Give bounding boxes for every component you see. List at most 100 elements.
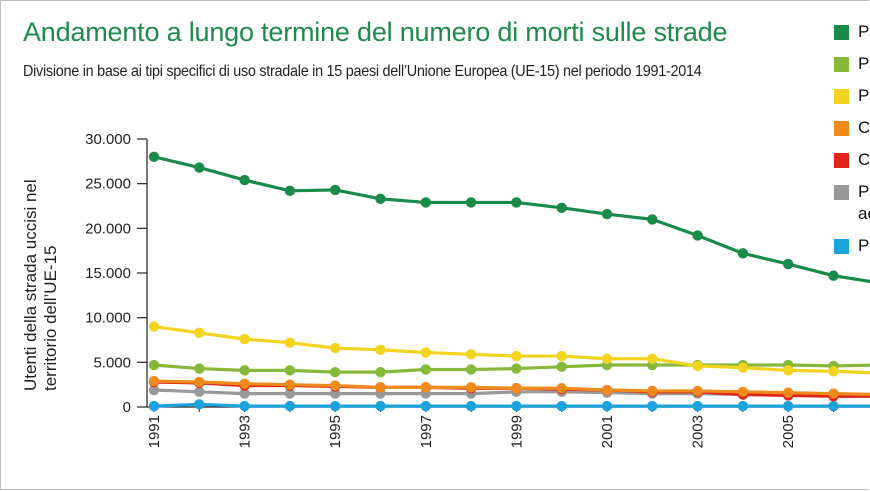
- x-tick-label: 2001: [599, 415, 616, 448]
- data-point: [783, 387, 794, 398]
- data-point: [330, 366, 341, 378]
- legend-swatch: [834, 239, 849, 254]
- data-point: [194, 376, 205, 388]
- data-point: [692, 360, 703, 372]
- series-group: [148, 321, 870, 377]
- data-point: [828, 270, 839, 281]
- legend-swatch: [834, 25, 849, 40]
- legend-label: Ci: [858, 118, 870, 137]
- data-point: [284, 388, 296, 399]
- x-tick-label: 1991: [146, 415, 163, 448]
- data-point: [239, 388, 250, 399]
- y-tick-label: 30.000: [85, 131, 131, 148]
- data-point: [284, 379, 296, 390]
- data-point: [239, 174, 250, 186]
- data-point: [601, 384, 613, 396]
- y-tick-label: 10.000: [85, 310, 131, 327]
- data-point: [737, 400, 749, 412]
- legend-swatch: [834, 121, 849, 136]
- y-tick-label: 25.000: [85, 176, 131, 193]
- data-point: [375, 193, 386, 205]
- series-group: [148, 151, 870, 284]
- data-point: [420, 197, 431, 208]
- data-point: [148, 321, 160, 332]
- data-point: [692, 400, 703, 412]
- data-point: [692, 385, 703, 397]
- data-point: [420, 400, 431, 412]
- legend-item: Pa: [831, 53, 870, 85]
- series-group: [148, 399, 870, 412]
- data-point: [511, 350, 522, 362]
- data-point: [148, 359, 160, 371]
- data-point: [601, 208, 613, 220]
- data-point: [511, 383, 522, 394]
- data-point: [194, 386, 205, 398]
- data-point: [148, 400, 160, 412]
- legend-swatch: [834, 153, 849, 168]
- legend-label: Pa: [858, 236, 870, 255]
- data-point: [375, 344, 386, 356]
- data-point: [556, 350, 567, 362]
- data-point: [284, 365, 296, 376]
- data-point: [330, 184, 341, 196]
- y-tick-label: 0: [123, 399, 131, 416]
- legend-item: Paac: [831, 181, 870, 235]
- data-point: [647, 214, 658, 225]
- data-point: [239, 333, 250, 345]
- data-point: [647, 353, 658, 364]
- legend-swatch: [834, 89, 849, 104]
- data-point: [511, 400, 522, 412]
- chart-title: Andamento a lungo termine del numero di …: [23, 17, 728, 47]
- data-point: [556, 383, 567, 394]
- data-point: [420, 347, 431, 358]
- data-point: [194, 327, 205, 339]
- data-point: [737, 386, 749, 398]
- data-point: [828, 400, 839, 412]
- legend-label: Pa: [858, 22, 870, 41]
- legend-swatch: [834, 185, 849, 200]
- data-point: [511, 363, 522, 374]
- data-point: [330, 388, 341, 399]
- data-point: [601, 353, 613, 364]
- data-point: [556, 361, 567, 372]
- data-point: [556, 202, 567, 213]
- data-point: [737, 248, 749, 259]
- legend-item: Pa: [831, 235, 870, 267]
- data-point: [465, 197, 477, 208]
- legend-label: Pe: [858, 86, 870, 105]
- data-point: [284, 337, 296, 348]
- data-point: [330, 380, 341, 391]
- data-point: [511, 197, 522, 208]
- data-point: [828, 388, 839, 399]
- data-point: [239, 378, 250, 389]
- data-point: [465, 400, 477, 412]
- data-point: [420, 364, 431, 375]
- data-point: [330, 342, 341, 354]
- y-tick-label: 20.000: [85, 220, 131, 237]
- data-point: [375, 400, 386, 412]
- legend-item: Pa: [831, 21, 870, 53]
- data-point: [194, 162, 205, 173]
- series-line: [153, 155, 870, 284]
- data-point: [783, 258, 794, 270]
- legend-item: Co: [831, 149, 870, 181]
- x-tick-label: 1995: [327, 415, 344, 448]
- data-point: [239, 365, 250, 376]
- legend-label: Paac: [858, 182, 870, 223]
- x-tick-label: 1999: [508, 415, 525, 448]
- data-point: [601, 400, 613, 412]
- data-point: [692, 230, 703, 241]
- data-point: [284, 185, 296, 197]
- x-tick-label: 2003: [690, 415, 707, 448]
- data-point: [420, 382, 431, 393]
- x-tick-label: 1997: [418, 415, 435, 448]
- data-point: [375, 366, 386, 378]
- legend-label: Co: [858, 150, 870, 169]
- data-point: [194, 399, 205, 410]
- data-point: [284, 400, 296, 412]
- data-point: [737, 362, 749, 373]
- data-point: [330, 400, 341, 412]
- data-point: [239, 400, 250, 412]
- x-tick-label: 2005: [780, 415, 797, 448]
